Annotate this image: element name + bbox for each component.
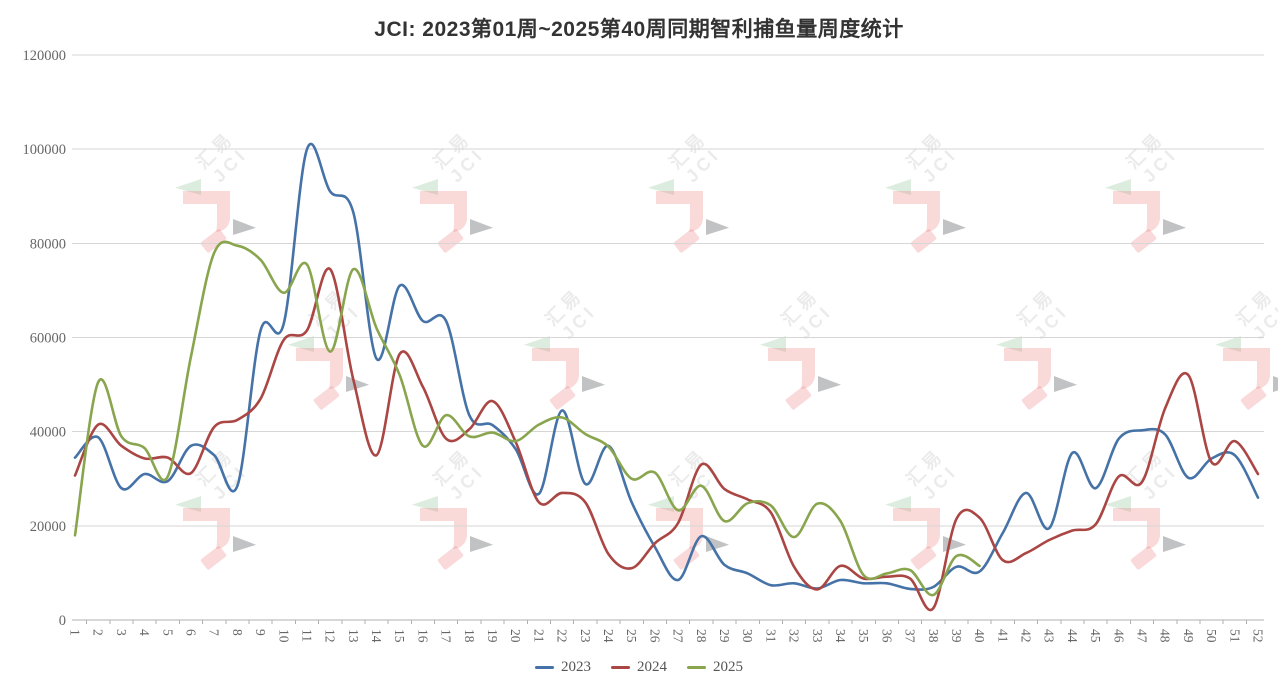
y-axis-label: 40000 <box>30 425 66 441</box>
legend-label-2025: 2025 <box>713 659 743 675</box>
x-axis-label: 31 <box>763 629 778 643</box>
x-axis-label: 2 <box>91 629 106 636</box>
x-axis-label: 10 <box>276 629 291 643</box>
x-axis-label: 12 <box>323 629 338 643</box>
x-axis-label: 34 <box>833 629 848 643</box>
chart-legend: 2023 2024 2025 <box>0 659 1278 676</box>
x-axis-label: 50 <box>1204 629 1219 643</box>
x-axis-label: 22 <box>555 629 570 643</box>
y-axis-label: 0 <box>59 613 66 629</box>
x-axis-label: 18 <box>462 629 477 643</box>
x-axis-label: 32 <box>787 629 802 643</box>
x-axis-label: 30 <box>740 629 755 643</box>
x-axis-label: 24 <box>601 629 616 643</box>
x-axis-label: 16 <box>415 629 430 643</box>
x-axis-label: 37 <box>903 629 918 643</box>
y-axis-label: 20000 <box>30 519 66 535</box>
y-axis-label: 80000 <box>30 236 66 252</box>
series-line-2024 <box>73 267 1260 612</box>
x-axis-label: 52 <box>1251 629 1266 643</box>
x-axis-label: 5 <box>160 629 175 636</box>
x-axis-label: 1 <box>68 629 83 636</box>
x-axis-label: 25 <box>624 629 639 643</box>
legend-label-2024: 2024 <box>637 659 667 675</box>
x-axis-label: 9 <box>253 629 268 636</box>
x-axis-label: 45 <box>1088 629 1103 643</box>
x-axis-label: 3 <box>114 629 129 636</box>
legend-item-2025: 2025 <box>687 659 743 676</box>
x-axis-label: 7 <box>207 629 222 636</box>
x-axis-label: 40 <box>972 629 987 643</box>
x-axis-label: 23 <box>578 629 593 643</box>
x-axis-label: 33 <box>810 629 825 643</box>
x-axis-label: 15 <box>392 629 407 643</box>
x-axis-label: 28 <box>694 629 709 643</box>
x-axis-label: 19 <box>485 629 500 643</box>
x-axis-label: 20 <box>508 629 523 643</box>
legend-dash-2023 <box>535 666 554 669</box>
x-axis-label: 43 <box>1042 629 1057 643</box>
legend-dash-2025 <box>687 666 706 669</box>
x-axis-label: 14 <box>369 629 384 643</box>
x-axis-label: 13 <box>346 629 361 643</box>
x-axis-label: 42 <box>1019 629 1034 643</box>
x-axis-label: 39 <box>949 629 964 643</box>
y-axis-label: 100000 <box>23 142 67 158</box>
x-axis-label: 17 <box>439 629 454 643</box>
x-axis-label: 51 <box>1227 629 1242 643</box>
x-axis-label: 6 <box>183 629 198 636</box>
y-axis-label: 60000 <box>30 331 66 347</box>
series-line-2023 <box>73 142 1260 591</box>
x-axis-label: 29 <box>717 629 732 643</box>
x-axis-label: 38 <box>926 629 941 643</box>
legend-item-2024: 2024 <box>611 659 667 676</box>
series-line-2025 <box>73 240 981 597</box>
x-axis-label: 36 <box>879 629 894 643</box>
x-axis-label: 41 <box>995 629 1010 643</box>
y-axis-label: 120000 <box>23 48 67 64</box>
x-axis-label: 4 <box>137 629 152 636</box>
x-axis-label: 44 <box>1065 629 1080 643</box>
x-axis-label: 26 <box>647 629 662 643</box>
x-axis-label: 47 <box>1135 629 1150 643</box>
x-axis-label: 48 <box>1158 629 1173 643</box>
x-axis-label: 8 <box>230 629 245 636</box>
legend-label-2023: 2023 <box>561 659 591 675</box>
x-axis-label: 21 <box>531 629 546 643</box>
legend-dash-2024 <box>611 666 630 669</box>
x-axis-label: 11 <box>299 629 314 642</box>
x-axis-label: 27 <box>671 629 686 643</box>
x-axis-label: 46 <box>1111 629 1126 643</box>
x-axis-label: 35 <box>856 629 871 643</box>
legend-item-2023: 2023 <box>535 659 591 676</box>
chart-title: JCI: 2023第01周~2025第40周同期智利捕鱼量周度统计 <box>374 18 904 41</box>
x-axis-label: 49 <box>1181 629 1196 643</box>
